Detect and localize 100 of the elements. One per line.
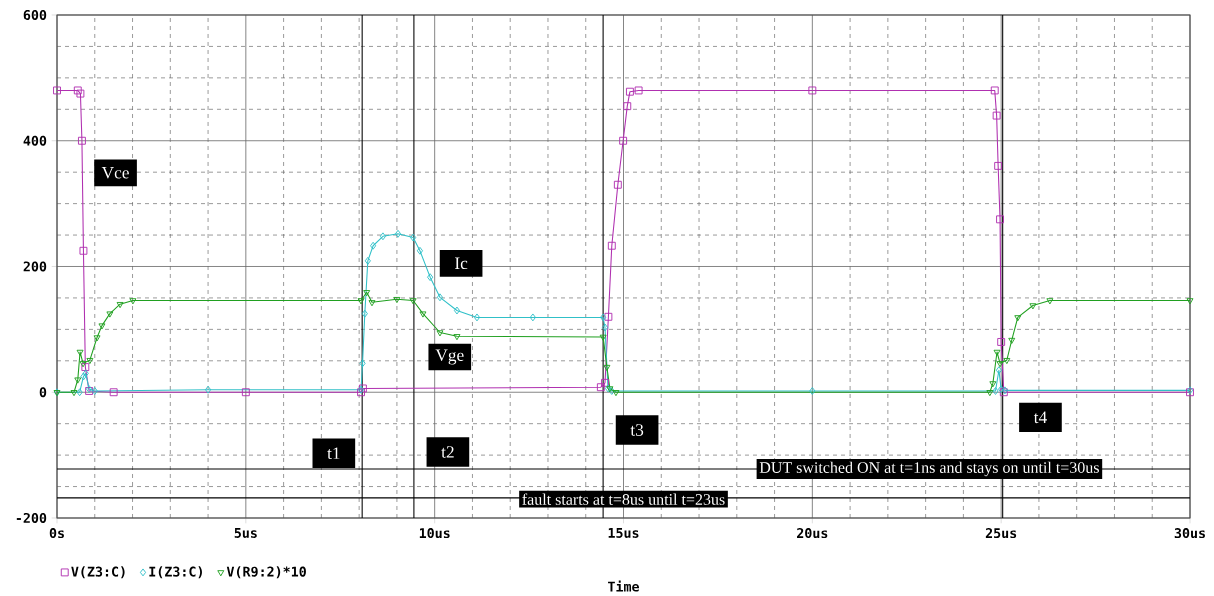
- annotation: DUT switched ON at t=1ns and stays on until t=30us: [759, 461, 1099, 477]
- y-tick-label: 0: [39, 387, 47, 398]
- point: [996, 215, 1004, 224]
- annotation: Ic: [455, 257, 468, 270]
- point: [809, 387, 816, 395]
- point: [73, 86, 82, 95]
- x-tick-label: 10us: [419, 528, 450, 539]
- y-tick-label: 600: [23, 9, 47, 21]
- point: [1046, 298, 1054, 305]
- point: [53, 86, 61, 95]
- point: [76, 388, 83, 397]
- point: [634, 86, 643, 95]
- point: [427, 273, 434, 282]
- point: [91, 387, 98, 395]
- point: [80, 372, 87, 381]
- point: [989, 381, 997, 388]
- point: [625, 87, 634, 96]
- x-axis-title: Time: [608, 580, 640, 592]
- point: [612, 390, 620, 397]
- point: [613, 180, 622, 189]
- point: [205, 385, 212, 394]
- point: [416, 246, 424, 255]
- ref-line-label: t1: [327, 447, 340, 460]
- point: [410, 233, 417, 242]
- x-tick-label: 30us: [1174, 528, 1205, 539]
- point: [368, 300, 376, 307]
- y-tick-label: 200: [23, 261, 47, 272]
- point: [992, 111, 1001, 120]
- point: [93, 335, 101, 342]
- x-tick-label: 5us: [234, 528, 257, 538]
- point: [623, 102, 632, 111]
- point: [436, 330, 444, 337]
- point: [76, 349, 84, 356]
- point: [76, 89, 85, 98]
- point: [82, 369, 89, 378]
- point: [409, 298, 417, 305]
- point: [78, 136, 86, 145]
- ref-line-label: t2: [441, 446, 454, 458]
- point: [808, 86, 817, 95]
- point: [436, 293, 444, 302]
- point: [990, 86, 999, 95]
- legend-label: V(Z3:C): [71, 566, 125, 579]
- point: [1186, 298, 1194, 305]
- point: [363, 290, 371, 297]
- point: [986, 390, 994, 397]
- annotation: fault starts at t=8us until t=23us: [522, 493, 725, 505]
- point: [1029, 303, 1037, 310]
- point: [994, 161, 1003, 170]
- ref-line-label: t3: [630, 424, 644, 436]
- point: [364, 256, 371, 265]
- point: [394, 229, 402, 238]
- legend-label: V(R9:2)*10: [226, 566, 306, 579]
- point: [370, 241, 377, 250]
- point: [995, 366, 1002, 375]
- point: [86, 357, 94, 365]
- ref-line-label: t4: [1033, 411, 1047, 424]
- point: [599, 334, 607, 341]
- point: [529, 313, 536, 322]
- point: [1014, 315, 1022, 322]
- point: [379, 232, 386, 241]
- point: [996, 361, 1004, 368]
- y-tick-label: -200: [16, 512, 47, 524]
- point: [600, 313, 607, 322]
- point: [116, 302, 124, 309]
- point: [361, 309, 368, 318]
- point: [453, 306, 461, 315]
- x-tick-label: 15us: [608, 528, 639, 538]
- x-tick-label: 0s: [49, 528, 64, 539]
- annotation: Vge: [435, 349, 464, 365]
- point: [359, 359, 366, 368]
- x-tick-label: 20us: [797, 528, 828, 539]
- point: [997, 338, 1006, 346]
- y-tick-label: 400: [23, 135, 47, 146]
- point: [393, 296, 401, 304]
- point: [74, 377, 82, 384]
- point: [473, 313, 481, 322]
- point: [98, 323, 106, 330]
- x-tick-label: 25us: [985, 528, 1017, 539]
- point: [109, 388, 118, 397]
- legend-label: I(Z3:C): [149, 566, 202, 579]
- point: [603, 364, 611, 372]
- point: [129, 298, 137, 305]
- point: [993, 349, 1001, 356]
- point: [241, 388, 250, 397]
- point: [70, 390, 78, 397]
- point: [596, 383, 605, 392]
- point: [106, 311, 114, 318]
- point: [601, 378, 609, 387]
- point: [619, 136, 628, 145]
- point: [357, 298, 365, 305]
- point: [1008, 337, 1016, 344]
- point: [992, 387, 999, 395]
- point: [607, 241, 616, 250]
- annotation: Vce: [101, 167, 129, 179]
- point: [604, 312, 613, 321]
- point: [601, 323, 609, 332]
- point: [419, 311, 427, 318]
- point: [81, 363, 90, 372]
- point: [1003, 357, 1011, 365]
- point: [79, 246, 88, 255]
